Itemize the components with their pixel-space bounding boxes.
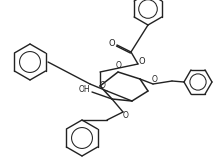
- Text: O: O: [123, 112, 129, 121]
- Text: O: O: [152, 74, 158, 83]
- Text: O: O: [100, 82, 106, 91]
- Text: O: O: [116, 62, 122, 71]
- Text: O: O: [139, 58, 145, 66]
- Text: O: O: [109, 40, 115, 49]
- Text: OH: OH: [78, 85, 90, 94]
